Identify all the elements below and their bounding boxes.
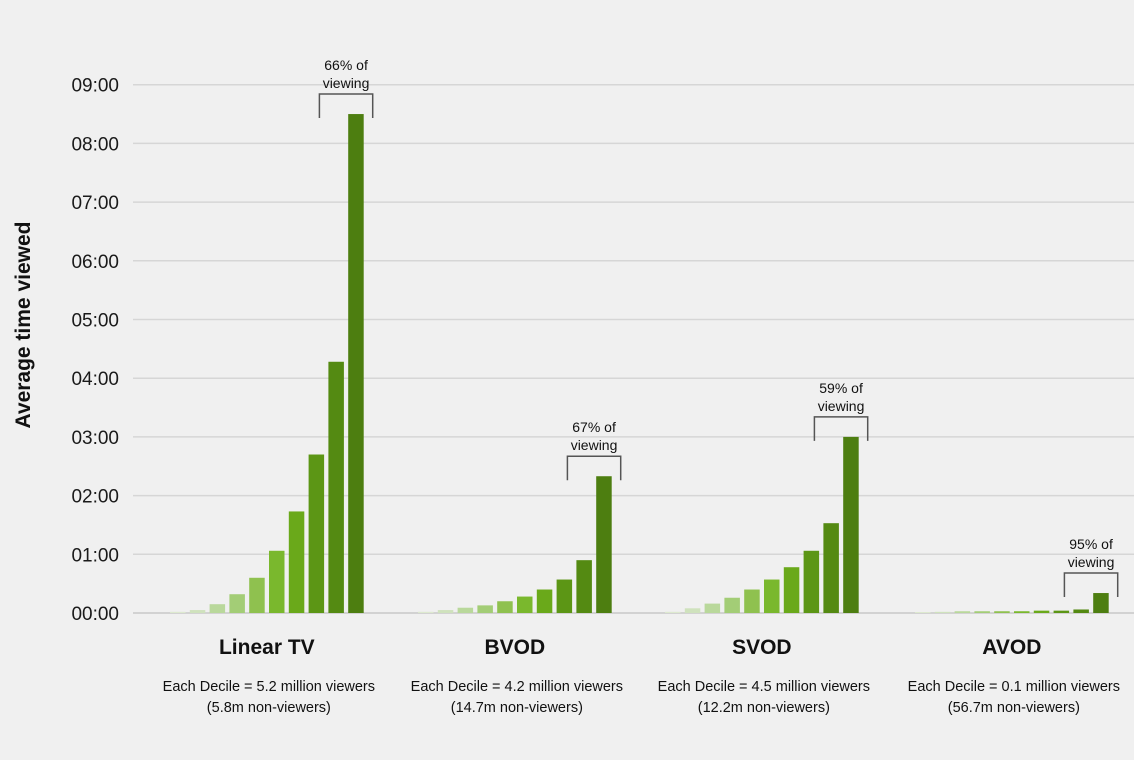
group-note-line1: Each Decile = 0.1 million viewers <box>908 679 1120 695</box>
group-note-line2: (12.2m non-viewers) <box>698 700 830 716</box>
bar-bvod-decile-9 <box>576 560 592 613</box>
bar-linear-tv-decile-6 <box>269 550 285 613</box>
annotation-bracket <box>318 93 374 119</box>
bar-avod-decile-3 <box>954 611 971 613</box>
bar-svod-decile-3 <box>704 603 721 613</box>
bar-avod-decile-5 <box>994 611 1010 613</box>
group-note-line2: (14.7m non-viewers) <box>451 700 583 716</box>
y-tick-label: 05:00 <box>71 311 119 332</box>
group-note-line1: Each Decile = 5.2 million viewers <box>163 679 375 695</box>
bar-bvod-decile-2 <box>437 610 454 613</box>
bar-svod-decile-7 <box>783 567 800 613</box>
y-tick-label: 02:00 <box>71 487 119 508</box>
bar-avod-decile-7 <box>1033 610 1050 613</box>
bar-bvod-decile-6 <box>517 596 533 613</box>
bars <box>170 114 1109 614</box>
y-tick-label: 08:00 <box>71 134 119 155</box>
bar-avod-decile-2 <box>934 611 951 613</box>
annotation-line1: 59% of <box>819 380 863 396</box>
bar-linear-tv-decile-8 <box>308 454 325 613</box>
annotation-bracket <box>1063 572 1119 598</box>
group-title: SVOD <box>732 636 792 659</box>
group-title: AVOD <box>982 636 1041 659</box>
bar-avod-decile-8 <box>1053 610 1070 613</box>
bar-bvod-decile-4 <box>477 605 493 613</box>
y-tick-label: 00:00 <box>71 604 119 625</box>
bar-avod-decile-9 <box>1073 609 1089 613</box>
group-title: Linear TV <box>219 636 315 659</box>
bar-avod-decile-6 <box>1014 611 1030 613</box>
bar-avod-decile-10 <box>1093 593 1109 613</box>
bar-linear-tv-decile-9 <box>328 361 344 613</box>
group-title: BVOD <box>485 636 546 659</box>
annotation-line1: 95% of <box>1069 536 1113 552</box>
bar-bvod-decile-3 <box>457 607 474 613</box>
bar-bvod-decile-8 <box>556 579 573 613</box>
bar-svod-decile-2 <box>684 608 701 613</box>
bar-svod-decile-8 <box>803 550 820 613</box>
bar-bvod-decile-7 <box>536 589 553 613</box>
group-note-line1: Each Decile = 4.2 million viewers <box>411 679 623 695</box>
bar-bvod-decile-10 <box>596 476 612 613</box>
bar-avod-decile-4 <box>974 611 990 613</box>
y-tick-label: 01:00 <box>71 545 119 566</box>
y-axis-label: Average time viewed <box>12 222 35 429</box>
labels: 00:00 01:00 02:00 03:00 04:00 05:00 06:00 07:00… <box>71 57 1120 716</box>
y-tick-label: 03:00 <box>71 428 119 449</box>
bar-linear-tv-decile-10 <box>348 114 364 614</box>
bar-bvod-decile-5 <box>497 601 513 613</box>
annotation-line2: viewing <box>818 398 865 414</box>
bar-svod-decile-10 <box>843 436 859 613</box>
bar-avod-decile-1 <box>915 612 931 613</box>
group-note-line2: (56.7m non-viewers) <box>948 700 1080 716</box>
y-tick-label: 09:00 <box>71 76 119 97</box>
annotation-bracket <box>566 455 622 481</box>
annotation-line1: 66% of <box>324 57 368 73</box>
bar-linear-tv-decile-4 <box>229 594 245 613</box>
group-note-line2: (5.8m non-viewers) <box>207 700 331 716</box>
annotation-line2: viewing <box>571 437 618 453</box>
gridlines <box>133 83 1134 614</box>
group-note-line1: Each Decile = 4.5 million viewers <box>658 679 870 695</box>
bar-linear-tv-decile-5 <box>249 577 265 613</box>
bar-svod-decile-6 <box>764 579 780 613</box>
bar-linear-tv-decile-1 <box>170 611 186 613</box>
annotation-bracket <box>813 416 869 441</box>
bar-svod-decile-1 <box>665 611 681 613</box>
bar-svod-decile-4 <box>724 597 740 613</box>
annotation-line2: viewing <box>323 75 370 91</box>
y-tick-label: 06:00 <box>71 252 119 273</box>
bar-linear-tv-decile-3 <box>209 604 226 613</box>
annotation-line2: viewing <box>1068 554 1115 570</box>
bar-svod-decile-5 <box>744 589 760 613</box>
bar-linear-tv-decile-7 <box>288 511 305 613</box>
y-tick-label: 04:00 <box>71 369 119 390</box>
y-tick-label: 07:00 <box>71 193 119 214</box>
bar-linear-tv-decile-2 <box>189 610 206 613</box>
bar-svod-decile-9 <box>823 523 839 613</box>
annotation-line1: 67% of <box>572 419 616 435</box>
bar-bvod-decile-1 <box>418 611 434 613</box>
